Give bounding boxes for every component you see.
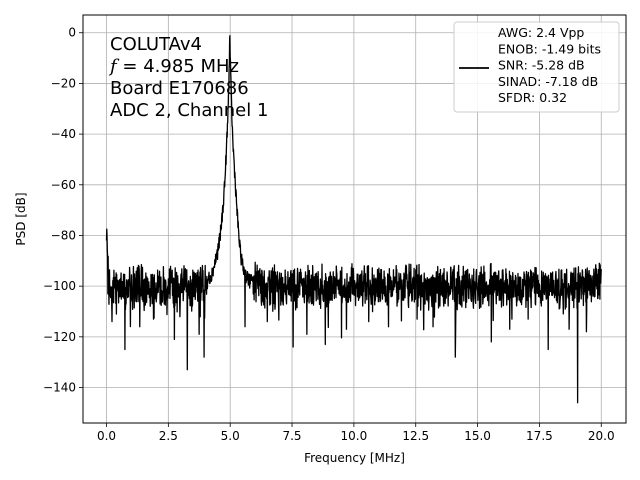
y-tick-label: −20 — [51, 76, 76, 90]
legend-text-line: SNR: -5.28 dB — [498, 58, 585, 73]
y-tick-label: −100 — [43, 279, 76, 293]
psd-series-line — [105, 35, 602, 404]
y-tick-label: −60 — [51, 178, 76, 192]
legend-text-line: ENOB: -1.49 bits — [498, 41, 601, 56]
x-axis-label: Frequency [MHz] — [304, 451, 405, 465]
x-tick-label: 7.5 — [282, 429, 301, 443]
x-tick-label: 5.0 — [221, 429, 240, 443]
legend-text-line: AWG: 2.4 Vpp — [498, 25, 584, 40]
x-tick-label: 2.5 — [159, 429, 178, 443]
x-tick-label: 10.0 — [341, 429, 368, 443]
legend-frame — [453, 21, 620, 113]
data-layer — [105, 35, 602, 404]
annotation-line: f = 4.985 MHz — [108, 56, 239, 77]
x-tick-label: 0.0 — [97, 429, 116, 443]
y-axis-label: PSD [dB] — [14, 192, 28, 245]
tick-layer: 0.0 2.5 5.0 7.5 10.0 12.5 15.0 17.5 20.0 0 −20 −40 −… — [43, 26, 615, 443]
y-tick-label: −140 — [43, 381, 76, 395]
legend-text-line: SFDR: 0.32 — [498, 90, 567, 105]
annotation-line: Board E170686 — [110, 78, 249, 99]
legend-text-line: SINAD: -7.18 dB — [498, 74, 598, 89]
y-tick-label: 0 — [68, 26, 76, 40]
y-tick-label: −80 — [51, 228, 76, 242]
x-tick-label: 15.0 — [464, 429, 491, 443]
x-tick-label: 12.5 — [402, 429, 429, 443]
y-tick-label: −120 — [43, 330, 76, 344]
plot-frame — [82, 14, 627, 424]
annotation-line: COLUTAv4 — [110, 34, 202, 55]
x-tick-label: 20.0 — [588, 429, 615, 443]
x-tick-label: 17.5 — [526, 429, 553, 443]
annotation-line: ADC 2, Channel 1 — [110, 100, 268, 121]
y-tick-label: −40 — [51, 127, 76, 141]
